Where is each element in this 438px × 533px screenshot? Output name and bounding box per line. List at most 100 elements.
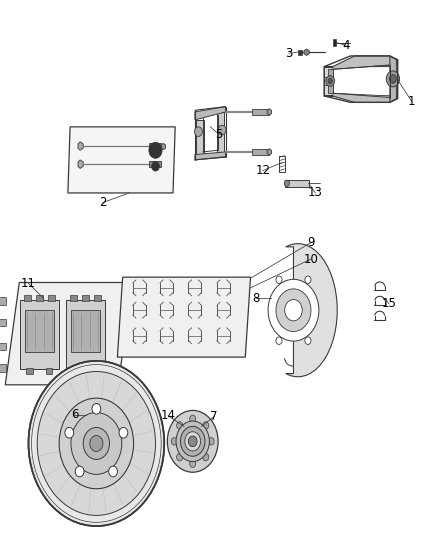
- Circle shape: [92, 403, 101, 414]
- Polygon shape: [196, 120, 204, 157]
- Circle shape: [190, 415, 196, 423]
- Bar: [149, 143, 161, 149]
- Polygon shape: [70, 295, 77, 301]
- Bar: [0, 343, 6, 350]
- Bar: [149, 161, 161, 167]
- Bar: [20, 300, 59, 369]
- Circle shape: [305, 337, 311, 344]
- Polygon shape: [94, 295, 101, 301]
- Polygon shape: [78, 160, 83, 168]
- Circle shape: [203, 454, 209, 461]
- Text: 4: 4: [342, 39, 350, 52]
- Text: 13: 13: [308, 187, 323, 199]
- Circle shape: [180, 426, 205, 456]
- Circle shape: [328, 78, 332, 84]
- Polygon shape: [324, 56, 396, 67]
- Circle shape: [177, 422, 183, 429]
- Polygon shape: [48, 295, 55, 301]
- Circle shape: [37, 372, 155, 515]
- Circle shape: [190, 460, 196, 467]
- Polygon shape: [333, 56, 390, 69]
- Polygon shape: [27, 368, 33, 374]
- Circle shape: [28, 361, 164, 526]
- Circle shape: [109, 466, 117, 477]
- Text: 2: 2: [99, 196, 107, 209]
- Polygon shape: [217, 112, 224, 157]
- Bar: [66, 300, 105, 369]
- Circle shape: [194, 127, 202, 136]
- Circle shape: [65, 427, 74, 438]
- Circle shape: [218, 125, 226, 135]
- Polygon shape: [5, 282, 132, 385]
- Circle shape: [326, 76, 335, 86]
- Bar: [71, 310, 100, 352]
- Polygon shape: [46, 368, 53, 374]
- Circle shape: [305, 276, 311, 284]
- Polygon shape: [78, 142, 83, 150]
- Bar: [285, 180, 309, 187]
- Text: 5: 5: [215, 128, 223, 141]
- Circle shape: [208, 438, 214, 445]
- Polygon shape: [73, 368, 79, 374]
- Bar: [0, 364, 6, 372]
- Circle shape: [83, 427, 110, 459]
- Polygon shape: [24, 295, 31, 301]
- Circle shape: [177, 454, 183, 461]
- Text: 7: 7: [210, 410, 218, 423]
- Circle shape: [59, 398, 134, 489]
- Polygon shape: [390, 56, 396, 102]
- Bar: [25, 310, 54, 352]
- Polygon shape: [161, 143, 166, 150]
- Circle shape: [171, 438, 177, 445]
- Bar: [252, 109, 269, 115]
- Polygon shape: [324, 67, 333, 96]
- Text: 3: 3: [286, 47, 293, 60]
- Circle shape: [386, 71, 399, 87]
- Circle shape: [90, 435, 103, 451]
- Circle shape: [149, 142, 162, 158]
- Circle shape: [276, 289, 311, 332]
- Bar: [252, 149, 269, 155]
- Text: 14: 14: [161, 409, 176, 422]
- Circle shape: [71, 413, 122, 474]
- Polygon shape: [92, 368, 98, 374]
- Bar: [0, 297, 6, 305]
- Polygon shape: [333, 93, 390, 102]
- Circle shape: [176, 421, 209, 462]
- Circle shape: [276, 276, 282, 284]
- Text: 6: 6: [71, 408, 78, 421]
- Text: 10: 10: [304, 253, 318, 265]
- Circle shape: [185, 432, 201, 451]
- Polygon shape: [324, 77, 329, 85]
- Circle shape: [167, 410, 218, 472]
- Polygon shape: [82, 295, 89, 301]
- Polygon shape: [267, 109, 272, 115]
- Text: 1: 1: [408, 95, 416, 108]
- Circle shape: [284, 180, 290, 187]
- Text: 12: 12: [255, 164, 270, 177]
- Polygon shape: [286, 244, 337, 377]
- Polygon shape: [68, 127, 175, 193]
- Circle shape: [203, 422, 209, 429]
- Circle shape: [276, 337, 282, 344]
- Polygon shape: [117, 277, 251, 357]
- Polygon shape: [36, 295, 43, 301]
- Text: 11: 11: [21, 277, 36, 290]
- Bar: [333, 39, 336, 46]
- Bar: [298, 50, 302, 55]
- Polygon shape: [267, 149, 272, 155]
- Bar: [279, 156, 285, 172]
- Polygon shape: [304, 49, 309, 55]
- Polygon shape: [324, 94, 396, 102]
- Circle shape: [268, 279, 319, 341]
- Text: 9: 9: [307, 236, 315, 249]
- Polygon shape: [195, 152, 226, 160]
- Circle shape: [285, 300, 302, 321]
- Circle shape: [75, 466, 84, 477]
- Circle shape: [152, 161, 159, 171]
- Circle shape: [119, 427, 128, 438]
- Polygon shape: [195, 107, 226, 120]
- Bar: [0, 319, 6, 326]
- Polygon shape: [328, 69, 333, 93]
- Circle shape: [188, 436, 197, 447]
